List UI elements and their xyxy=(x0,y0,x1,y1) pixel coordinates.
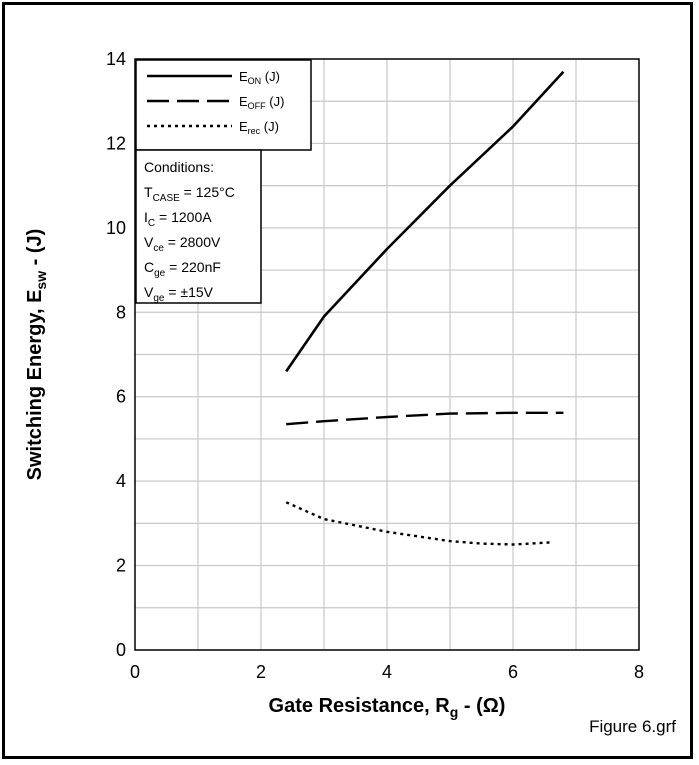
y-tick-label: 8 xyxy=(116,302,126,322)
grid-lines xyxy=(135,59,639,650)
x-tick-label: 8 xyxy=(634,662,644,682)
condition-line: IC = 1200A xyxy=(144,209,212,229)
conditions-frame xyxy=(135,149,262,304)
condition-line: Vce = 2800V xyxy=(144,234,221,254)
x-tick-label: 6 xyxy=(508,662,518,682)
condition-line: Vge = ±15V xyxy=(144,284,214,304)
x-tick-label: 0 xyxy=(130,662,140,682)
x-axis-title: Gate Resistance, Rg - (Ω) xyxy=(269,695,506,720)
legend: EON (J) EOFF (J) Erec (J) xyxy=(135,59,312,151)
condition-line: TCASE = 125°C xyxy=(144,184,235,204)
condition-line: Cge = 220nF xyxy=(144,259,221,279)
x-tick-label: 4 xyxy=(382,662,392,682)
conditions-heading: Conditions: xyxy=(144,159,214,175)
y-tick-label: 12 xyxy=(106,133,126,153)
series-line-eoff xyxy=(286,411,564,426)
series-line-eon xyxy=(285,70,565,373)
y-tick-label: 6 xyxy=(116,387,126,407)
series-line-erec xyxy=(285,501,551,546)
legend-label: EOFF (J) xyxy=(239,94,284,111)
figure-caption: Figure 6.grf xyxy=(589,717,676,736)
legend-label: EON (J) xyxy=(239,69,280,86)
y-tick-label: 0 xyxy=(116,640,126,660)
y-axis-title: Switching Energy, Esw - (J) xyxy=(24,229,49,481)
switching-energy-chart: 0 2 4 6 8 0 2 4 6 8 10 12 14 Gate Resistance, Rg - (Ω… xyxy=(24,49,644,720)
y-tick-label: 10 xyxy=(106,218,126,238)
y-tick-label: 14 xyxy=(106,49,126,69)
figure-frame: 0 2 4 6 8 0 2 4 6 8 10 12 14 Gate Resistance, Rg - (Ω… xyxy=(2,2,693,759)
legend-box xyxy=(135,59,312,151)
x-tick-label: 2 xyxy=(256,662,266,682)
legend-label: Erec (J) xyxy=(239,119,279,136)
y-tick-label: 4 xyxy=(116,471,126,491)
plot-border xyxy=(134,58,640,651)
conditions-box: Conditions: TCASE = 125°C IC = 1200A Vce = … xyxy=(135,149,262,304)
y-tick-label: 2 xyxy=(116,556,126,576)
